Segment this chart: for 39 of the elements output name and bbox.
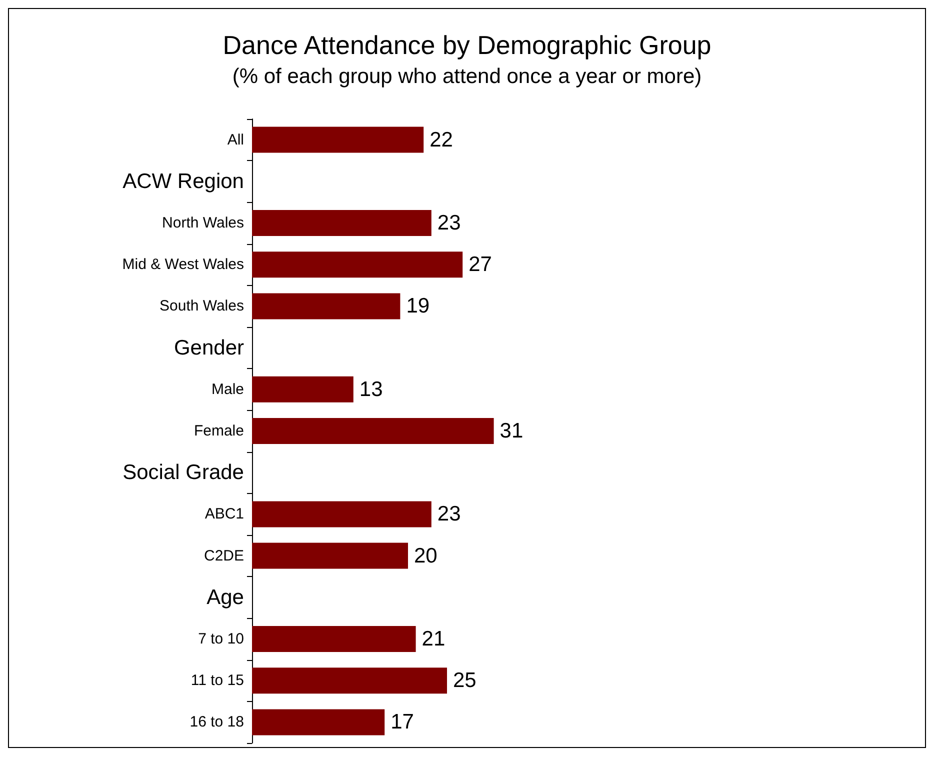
data-label: 25 <box>453 669 476 692</box>
y-tick-label: North Wales <box>162 214 244 232</box>
bar <box>252 293 400 320</box>
data-label: 20 <box>414 544 438 568</box>
bar <box>252 626 416 652</box>
y-tick-label: 16 to 18 <box>190 714 244 731</box>
bar <box>252 501 432 528</box>
y-tick-label: Female <box>194 422 244 440</box>
bar <box>252 709 385 736</box>
data-label: 19 <box>406 294 430 318</box>
chart-title: Dance Attendance by Demographic Group <box>222 30 712 60</box>
y-tick-label: ACW Region <box>122 170 244 193</box>
bar <box>252 252 463 278</box>
y-tick-label: 7 to 10 <box>198 630 244 648</box>
data-label: 27 <box>468 253 492 276</box>
y-tick-label: Social Grade <box>122 461 244 484</box>
y-tick-label: South Wales <box>160 298 244 315</box>
y-tick-label: Age <box>206 586 244 609</box>
y-tick-label: C2DE <box>204 547 244 564</box>
bar <box>252 126 424 153</box>
y-tick-label: Male <box>211 380 244 398</box>
data-label: 13 <box>359 378 383 401</box>
y-tick-label: ABC1 <box>204 506 244 523</box>
bar <box>252 210 432 236</box>
y-tick-label: All <box>227 131 244 148</box>
chart-subtitle: (% of each group who attend once a year or more) <box>232 65 702 88</box>
bar <box>252 668 447 694</box>
y-tick-label: Gender <box>174 336 244 360</box>
data-label: 31 <box>500 420 524 442</box>
bar <box>252 376 354 402</box>
data-label: 21 <box>422 628 446 650</box>
bar <box>252 418 494 444</box>
data-label: 22 <box>430 128 453 152</box>
data-label: 17 <box>390 710 414 734</box>
data-label: 23 <box>437 212 461 234</box>
y-tick-label: 11 to 15 <box>190 672 244 690</box>
bar <box>252 542 408 569</box>
y-tick-label: Mid & West Wales <box>122 256 244 274</box>
data-label: 23 <box>437 502 461 526</box>
